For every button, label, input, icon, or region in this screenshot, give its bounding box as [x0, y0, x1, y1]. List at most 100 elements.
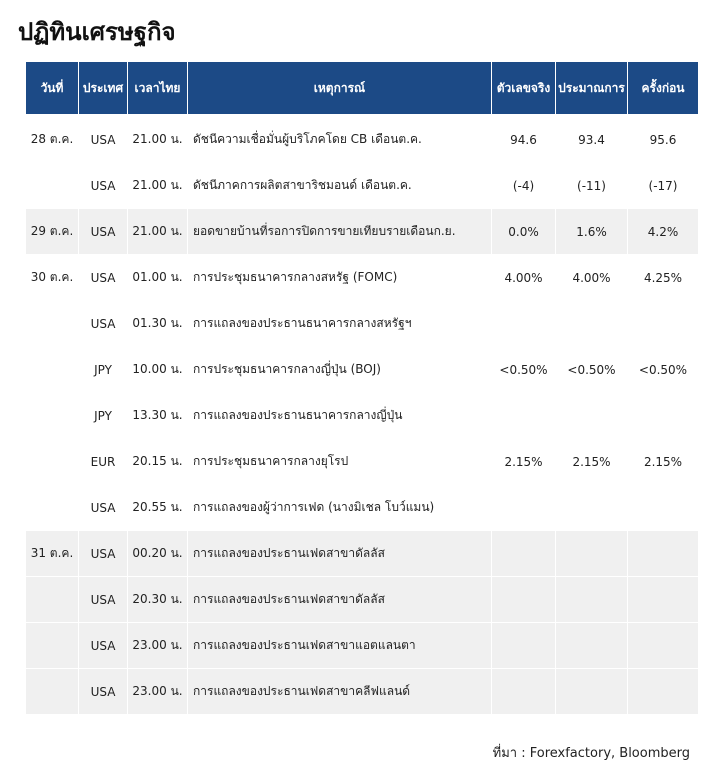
country-cell: JPY: [78, 392, 128, 439]
event-cell: ดัชนีภาคการผลิตสาขาริชมอนด์ เดือนต.ค.: [187, 162, 492, 209]
actual-cell: [491, 392, 556, 439]
country-cell: USA: [78, 300, 128, 347]
date-cell: 28 ต.ค.: [25, 116, 79, 163]
date-cell: [25, 392, 79, 439]
header-row: วันที่ ประเทศ เวลาไทย เหตุการณ์ ตัวเลขจริง ปร…: [25, 62, 699, 115]
date-cell: [25, 576, 79, 623]
previous-cell: [627, 300, 699, 347]
date-cell: 30 ต.ค.: [25, 254, 79, 301]
country-cell: USA: [78, 208, 128, 255]
actual-cell: (-4): [491, 162, 556, 209]
event-cell: การแถลงของประธานเฟดสาขาคลีฟแลนด์: [187, 668, 492, 715]
time-cell: 10.00 น.: [127, 346, 188, 393]
time-cell: 13.30 น.: [127, 392, 188, 439]
column-header: ประเทศ: [78, 62, 128, 115]
previous-cell: [627, 576, 699, 623]
event-row: USA 20.55 น. การแถลงของผู้ว่าการเฟด (นางมิ…: [25, 484, 699, 531]
date-cell: 29 ต.ค.: [25, 208, 79, 255]
country-cell: USA: [78, 530, 128, 577]
event-row: 30 ต.ค. USA 01.00 น. การประชุมธนาคารกลางสหร…: [25, 254, 699, 301]
previous-cell: [627, 484, 699, 531]
country-cell: USA: [78, 162, 128, 209]
event-row: JPY 10.00 น. การประชุมธนาคารกลางญี่ปุ่น (B…: [25, 346, 699, 393]
column-header: วันที่: [25, 62, 79, 115]
country-cell: USA: [78, 254, 128, 301]
previous-cell: <0.50%: [627, 346, 699, 393]
forecast-cell: [555, 484, 628, 531]
country-cell: USA: [78, 622, 128, 669]
column-header: ครั้งก่อน: [627, 62, 699, 115]
event-cell: การประชุมธนาคารกลางสหรัฐ (FOMC): [187, 254, 492, 301]
previous-cell: (-17): [627, 162, 699, 209]
event-cell: การแถลงของประธานธนาคารกลางสหรัฐฯ: [187, 300, 492, 347]
event-row: 29 ต.ค. USA 21.00 น. ยอดขายบ้านที่รอการปิดก…: [25, 208, 699, 255]
actual-cell: <0.50%: [491, 346, 556, 393]
forecast-cell: [555, 530, 628, 577]
forecast-cell: [555, 300, 628, 347]
date-cell: [25, 484, 79, 531]
country-cell: JPY: [78, 346, 128, 393]
forecast-cell: <0.50%: [555, 346, 628, 393]
country-cell: EUR: [78, 438, 128, 485]
previous-cell: [627, 530, 699, 577]
time-cell: 20.30 น.: [127, 576, 188, 623]
country-cell: USA: [78, 668, 128, 715]
event-row: USA 23.00 น. การแถลงของประธานเฟดสาขาคลีฟแล…: [25, 668, 699, 715]
actual-cell: 4.00%: [491, 254, 556, 301]
forecast-cell: 93.4: [555, 116, 628, 163]
event-cell: การแถลงของผู้ว่าการเฟด (นางมิเชล โบว์แมน…: [187, 484, 492, 531]
time-cell: 00.20 น.: [127, 530, 188, 577]
column-header: เวลาไทย: [127, 62, 188, 115]
date-cell: [25, 162, 79, 209]
time-cell: 01.30 น.: [127, 300, 188, 347]
column-header: ตัวเลขจริง: [491, 62, 556, 115]
date-cell: [25, 622, 79, 669]
calendar-table: วันที่ ประเทศ เวลาไทย เหตุการณ์ ตัวเลขจริง ปร…: [25, 62, 699, 715]
date-cell: [25, 300, 79, 347]
actual-cell: [491, 622, 556, 669]
forecast-cell: [555, 576, 628, 623]
event-cell: การแถลงของประธานเฟดสาขาแอตแลนตา: [187, 622, 492, 669]
date-cell: [25, 346, 79, 393]
actual-cell: [491, 484, 556, 531]
column-header: ประมาณการ: [555, 62, 628, 115]
date-cell: [25, 668, 79, 715]
event-row: USA 21.00 น. ดัชนีภาคการผลิตสาขาริชมอนด์ เ…: [25, 162, 699, 209]
event-cell: การประชุมธนาคารกลางยุโรป: [187, 438, 492, 485]
actual-cell: 94.6: [491, 116, 556, 163]
date-cell: 31 ต.ค.: [25, 530, 79, 577]
previous-cell: 4.25%: [627, 254, 699, 301]
previous-cell: [627, 622, 699, 669]
page-title: ปฏิทินเศรษฐกิจ: [18, 18, 176, 46]
time-cell: 21.00 น.: [127, 162, 188, 209]
country-cell: USA: [78, 576, 128, 623]
forecast-cell: 1.6%: [555, 208, 628, 255]
previous-cell: [627, 392, 699, 439]
event-row: 31 ต.ค. USA 00.20 น. การแถลงของประธานเฟดสาข…: [25, 530, 699, 577]
column-header: เหตุการณ์: [187, 62, 492, 115]
forecast-cell: [555, 392, 628, 439]
time-cell: 23.00 น.: [127, 622, 188, 669]
event-row: USA 23.00 น. การแถลงของประธานเฟดสาขาแอตแลน…: [25, 622, 699, 669]
actual-cell: [491, 668, 556, 715]
event-cell: การแถลงของประธานเฟดสาขาดัลลัส: [187, 530, 492, 577]
event-cell: ยอดขายบ้านที่รอการปิดการขายเทียบรายเดือน…: [187, 208, 492, 255]
forecast-cell: 4.00%: [555, 254, 628, 301]
event-row: EUR 20.15 น. การประชุมธนาคารกลางยุโรป 2.15%…: [25, 438, 699, 485]
event-row: USA 01.30 น. การแถลงของประธานธนาคารกลางสหร…: [25, 300, 699, 347]
previous-cell: 2.15%: [627, 438, 699, 485]
actual-cell: [491, 530, 556, 577]
actual-cell: [491, 576, 556, 623]
event-row: 28 ต.ค. USA 21.00 น. ดัชนีความเชื่อมั่นผู้บ…: [25, 116, 699, 163]
event-cell: การแถลงของประธานธนาคารกลางญี่ปุ่น: [187, 392, 492, 439]
forecast-cell: [555, 668, 628, 715]
time-cell: 20.15 น.: [127, 438, 188, 485]
event-cell: ดัชนีความเชื่อมั่นผู้บริโภคโดย CB เดือนต…: [187, 116, 492, 163]
previous-cell: 95.6: [627, 116, 699, 163]
event-cell: การแถลงของประธานเฟดสาขาดัลลัส: [187, 576, 492, 623]
country-cell: USA: [78, 116, 128, 163]
event-cell: การประชุมธนาคารกลางญี่ปุ่น (BOJ): [187, 346, 492, 393]
date-cell: [25, 438, 79, 485]
event-row: JPY 13.30 น. การแถลงของประธานธนาคารกลางญี่…: [25, 392, 699, 439]
